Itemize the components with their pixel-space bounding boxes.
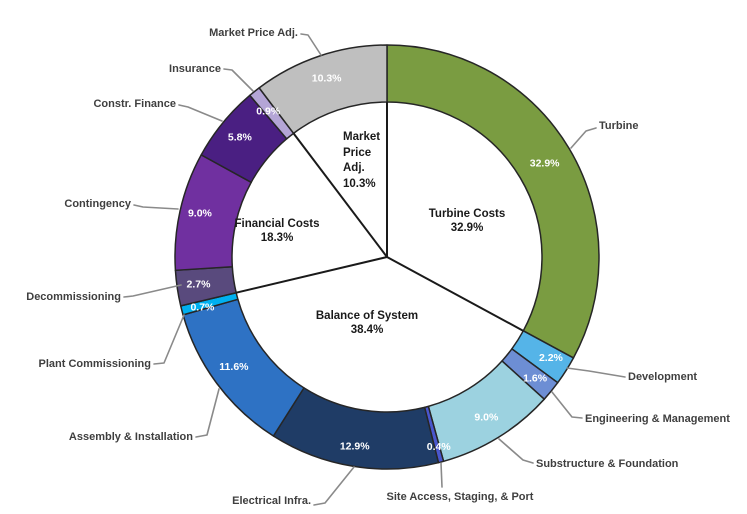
callout-label-market-price-adj: Market Price Adj. xyxy=(209,27,298,39)
pct-label-decommissioning: 2.7% xyxy=(187,278,212,290)
callout-label-assembly-installation: Assembly & Installation xyxy=(68,431,193,443)
pct-label-plant-commissioning: 0.7% xyxy=(190,302,215,314)
callout-label-insurance: Insurance xyxy=(169,63,221,75)
callout-label-decommissioning: Decommissioning xyxy=(26,291,121,303)
leader-line-market-price-adj xyxy=(300,33,322,56)
pct-label-substructure-foundation: 9.0% xyxy=(474,412,499,424)
callout-label-site-access-staging-port: Site Access, Staging, & Port xyxy=(386,491,534,503)
pct-label-electrical-infra: 12.9% xyxy=(340,441,370,453)
leader-line-decommissioning xyxy=(123,284,182,298)
pct-label-assembly-installation: 11.6% xyxy=(219,361,249,373)
leader-line-turbine xyxy=(570,127,597,149)
callout-label-plant-commissioning: Plant Commissioning xyxy=(38,358,151,370)
group-divider-financial-costs xyxy=(235,256,388,294)
pct-label-site-access-staging-port: 0.4% xyxy=(427,441,452,453)
pct-label-engineering-management: 1.6% xyxy=(523,373,548,385)
segment-turbine xyxy=(386,44,600,359)
segment-market-price-adj xyxy=(258,44,388,135)
pct-label-insurance: 0.9% xyxy=(256,105,281,117)
leader-line-contingency xyxy=(133,204,179,210)
leader-line-development xyxy=(566,367,626,378)
inner-label-market-price-adj: Market Price Adj. 10.3% xyxy=(343,131,381,190)
inner-label-financial-costs: Financial Costs 18.3% xyxy=(234,218,320,244)
inner-label-turbine-costs: Turbine Costs 32.9% xyxy=(428,208,506,234)
leader-line-substructure-foundation xyxy=(498,438,534,464)
callout-label-electrical-infra: Electrical Infra. xyxy=(232,495,311,507)
callout-label-contingency: Contingency xyxy=(64,198,131,210)
pct-label-development: 2.2% xyxy=(539,352,564,364)
group-divider-balance-of-system xyxy=(386,256,524,332)
pct-label-contingency: 9.0% xyxy=(188,207,213,219)
leader-line-insurance xyxy=(223,68,254,92)
leader-line-site-access-staging-port xyxy=(440,462,443,488)
group-divider-market-price-adj xyxy=(292,132,388,258)
callout-label-turbine: Turbine xyxy=(599,120,639,132)
callout-label-substructure-foundation: Substructure & Foundation xyxy=(536,458,679,470)
leader-line-plant-commissioning xyxy=(153,314,185,365)
pct-label-constr-finance: 5.8% xyxy=(228,131,253,143)
pct-label-turbine: 32.9% xyxy=(530,158,560,170)
inner-label-balance-of-system: Balance of System 38.4% xyxy=(315,310,419,336)
pct-label-market-price-adj: 10.3% xyxy=(312,73,342,85)
leader-line-engineering-management xyxy=(551,391,583,419)
callout-label-development: Development xyxy=(628,371,698,383)
callout-label-engineering-management: Engineering & Management xyxy=(585,413,730,425)
leader-line-assembly-installation xyxy=(195,388,220,438)
callout-label-constr-finance: Constr. Finance xyxy=(93,98,176,110)
leader-line-constr-finance xyxy=(178,104,223,122)
leader-line-electrical-infra xyxy=(313,466,355,506)
